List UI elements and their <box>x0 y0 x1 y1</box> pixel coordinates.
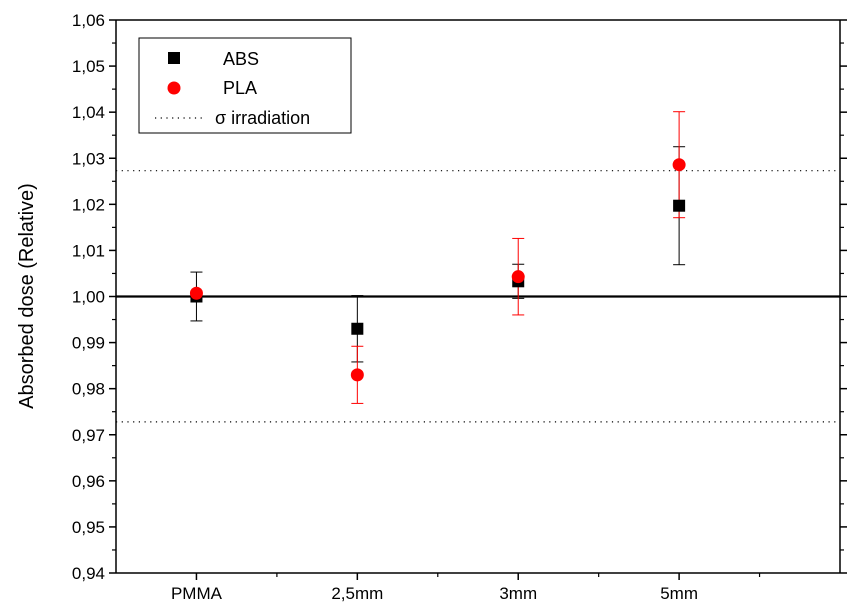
y-tick-label: 0,99 <box>72 334 105 353</box>
legend: ABS PLA σ irradiation <box>138 37 352 134</box>
y-tick-label: 1,03 <box>72 149 105 168</box>
point-pla <box>189 286 203 300</box>
x-tick-label: 5mm <box>660 584 698 603</box>
y-tick-label: 0,94 <box>72 564 105 583</box>
y-tick-label: 1,06 <box>72 11 105 30</box>
y-tick-label: 1,05 <box>72 57 105 76</box>
data-markers <box>189 158 686 382</box>
x-tick-label: PMMA <box>171 584 223 603</box>
point-abs <box>351 322 364 335</box>
error-bars <box>190 111 686 404</box>
y-tick-label: 0,95 <box>72 518 105 537</box>
point-pla <box>511 270 525 284</box>
x-tick-label: 3mm <box>499 584 537 603</box>
y-tick-label: 1,04 <box>72 103 105 122</box>
x-axis-ticks: PMMA 2,5mm 3mm 5mm <box>171 573 761 603</box>
legend-label-sigma: σ irradiation <box>215 108 310 128</box>
x-tick-label: 2,5mm <box>331 584 383 603</box>
y-axis-ticks: 0,94 0,95 0,96 0,97 0,98 0,99 1,00 1,01 1,02 1,03… <box>72 11 847 583</box>
point-pla <box>672 158 686 172</box>
legend-marker-abs <box>168 52 180 64</box>
point-pla <box>350 368 364 382</box>
y-axis-title: Absorbed dose (Relative) <box>16 183 38 409</box>
y-tick-label: 1,00 <box>72 288 105 307</box>
legend-label-pla: PLA <box>223 78 257 98</box>
sigma-band-lines <box>116 170 840 423</box>
y-tick-label: 1,01 <box>72 241 105 260</box>
y-tick-label: 0,97 <box>72 426 105 445</box>
y-tick-label: 0,98 <box>72 380 105 399</box>
point-abs <box>673 199 686 212</box>
y-tick-label: 0,96 <box>72 472 105 491</box>
legend-marker-pla <box>167 81 181 95</box>
legend-label-abs: ABS <box>223 49 259 69</box>
y-tick-label: 1,02 <box>72 195 105 214</box>
